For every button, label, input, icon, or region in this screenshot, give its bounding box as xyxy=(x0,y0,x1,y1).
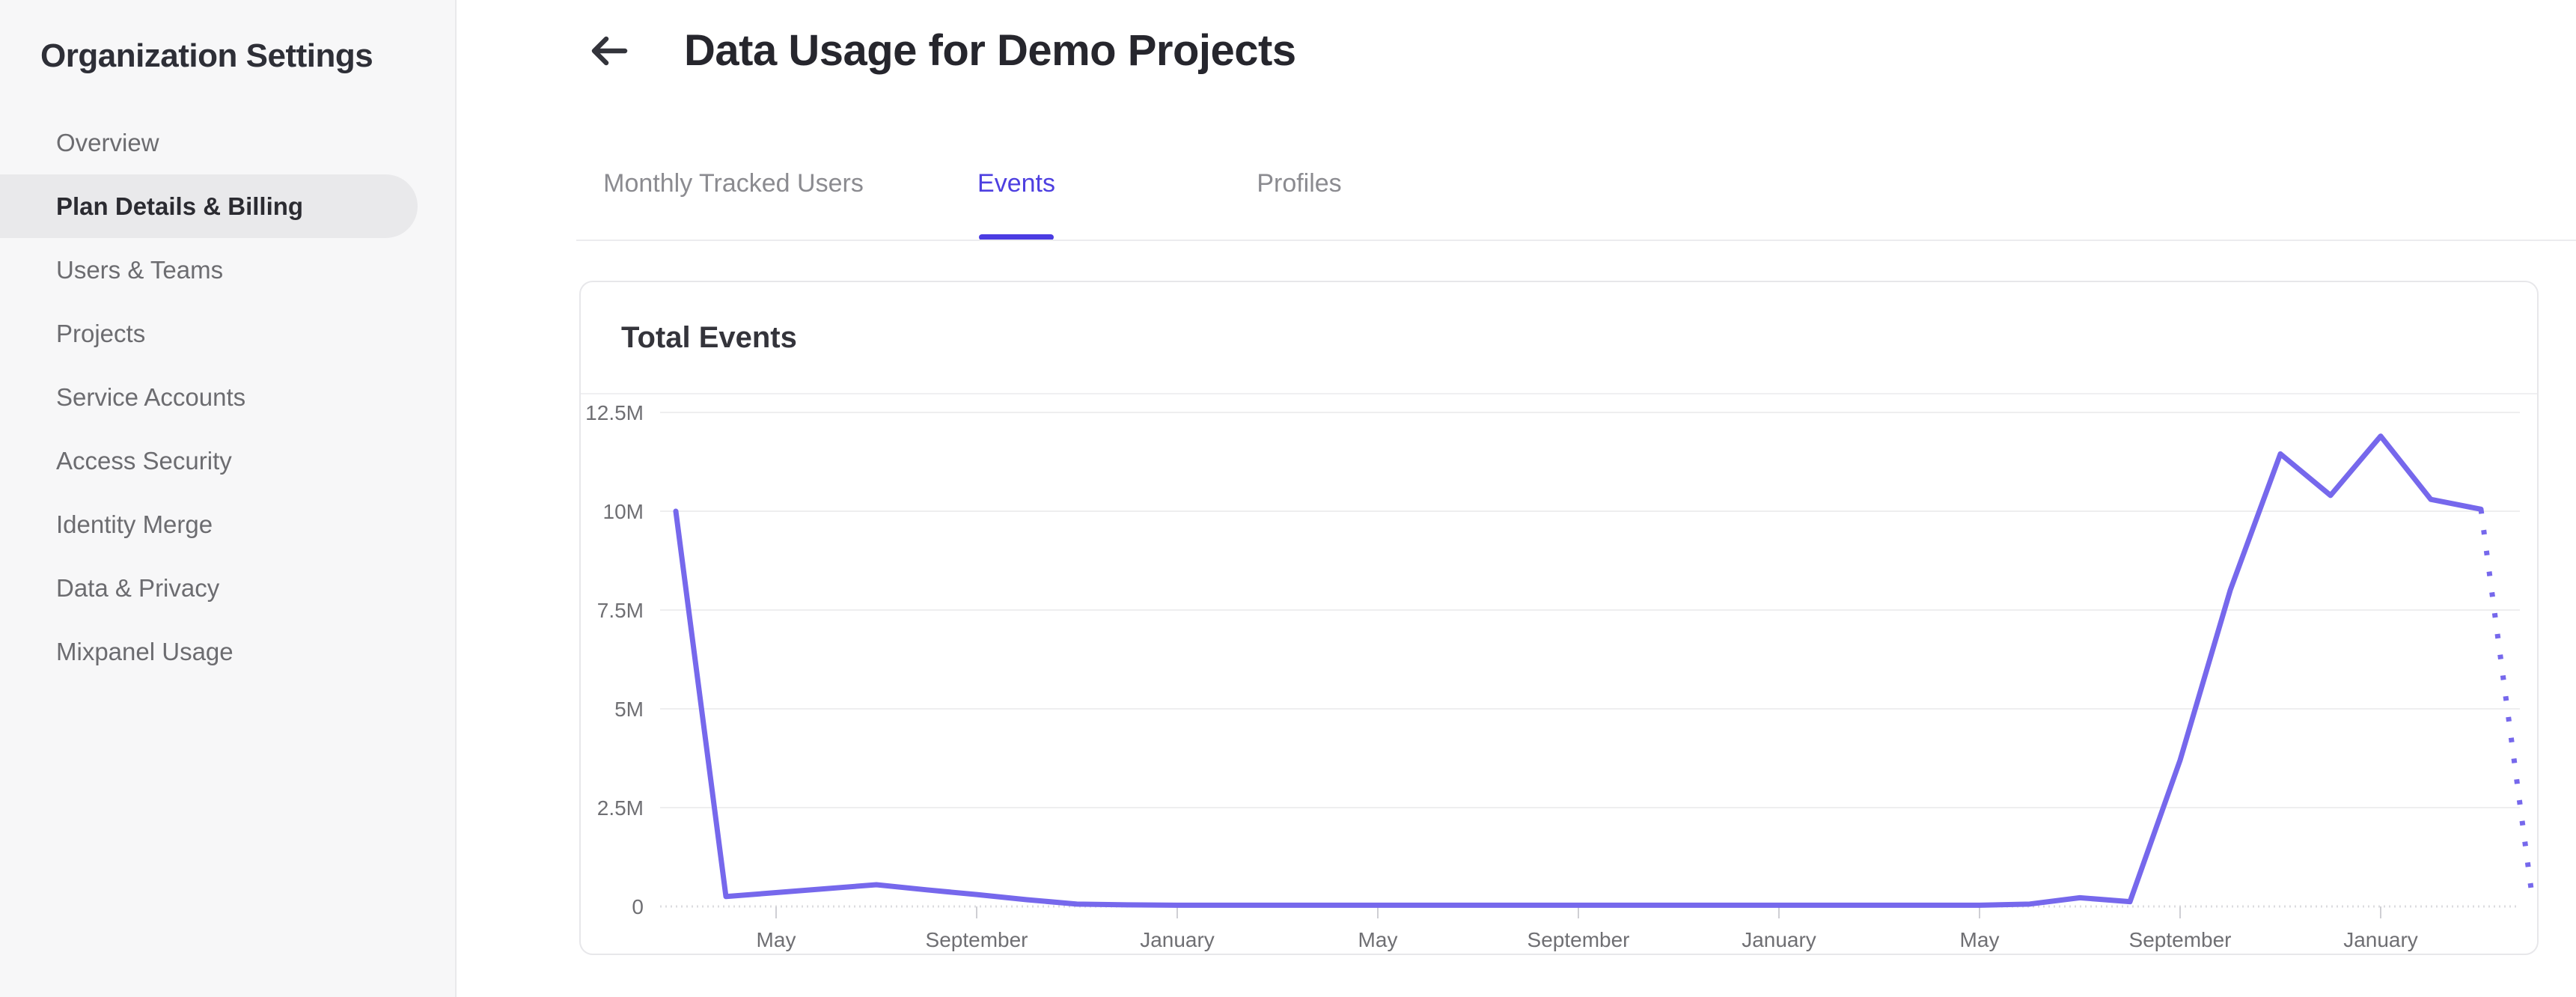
page-title: Data Usage for Demo Projects xyxy=(684,26,1296,75)
series-line xyxy=(673,433,2484,908)
x-axis-label: May xyxy=(757,928,796,951)
sidebar-nav: Overview Plan Details & Billing Users & … xyxy=(0,111,457,683)
y-axis-label: 7.5M xyxy=(597,599,644,622)
y-axis-label: 10M xyxy=(603,500,644,523)
series-line-projected xyxy=(2478,508,2534,889)
tab-monthly-tracked-users[interactable]: Monthly Tracked Users xyxy=(592,168,875,198)
total-events-chart[interactable]: 12.5M 10M 7.5M 5M 2.5M 0 May September January Ma… xyxy=(581,394,2534,953)
x-axis-label: September xyxy=(926,928,1028,951)
arrow-left-icon xyxy=(591,36,628,66)
tab-profiles[interactable]: Profiles xyxy=(1158,168,1441,198)
tab-bar: Monthly Tracked Users Events Profiles xyxy=(592,168,1441,240)
x-axis-label: January xyxy=(1140,928,1215,951)
total-events-card: Total Events 12.5M 10M 7.5M 5M 2.5M 0 May Septe… xyxy=(579,281,2539,955)
sidebar-item-identity-merge[interactable]: Identity Merge xyxy=(56,510,213,538)
x-axis-label: May xyxy=(1358,928,1398,951)
y-axis-label: 12.5M xyxy=(585,401,644,424)
sidebar-item-service-accounts[interactable]: Service Accounts xyxy=(56,382,246,411)
sidebar-item-plan-details-billing[interactable]: Plan Details & Billing xyxy=(0,174,418,238)
sidebar-title: Organization Settings xyxy=(40,37,373,74)
x-axis-label: September xyxy=(2129,928,2232,951)
x-axis-label: May xyxy=(1960,928,2000,951)
tab-label: Events xyxy=(977,169,1055,198)
sidebar-item-users-teams[interactable]: Users & Teams xyxy=(56,255,224,284)
y-axis-label: 5M xyxy=(614,698,644,721)
sidebar-item-mixpanel-usage[interactable]: Mixpanel Usage xyxy=(56,637,234,665)
x-axis-label: September xyxy=(1527,928,1630,951)
sidebar-item-projects[interactable]: Projects xyxy=(56,319,146,347)
x-axis-label: January xyxy=(2343,928,2418,951)
sidebar: Organization Settings Overview Plan Deta… xyxy=(0,0,457,997)
sidebar-item-data-privacy[interactable]: Data & Privacy xyxy=(56,573,220,602)
sidebar-item-access-security[interactable]: Access Security xyxy=(56,446,232,475)
tab-events[interactable]: Events xyxy=(875,168,1158,240)
chart-title: Total Events xyxy=(581,282,2537,394)
y-axis-label: 2.5M xyxy=(597,796,644,820)
back-button[interactable] xyxy=(588,33,629,69)
tab-label: Profiles xyxy=(1257,169,1342,198)
active-tab-underline xyxy=(979,234,1054,240)
sidebar-item-overview[interactable]: Overview xyxy=(56,128,159,156)
tabs-divider xyxy=(576,240,2576,241)
tab-label: Monthly Tracked Users xyxy=(603,169,864,198)
y-axis-label: 0 xyxy=(632,895,644,918)
x-axis-label: January xyxy=(1742,928,1816,951)
